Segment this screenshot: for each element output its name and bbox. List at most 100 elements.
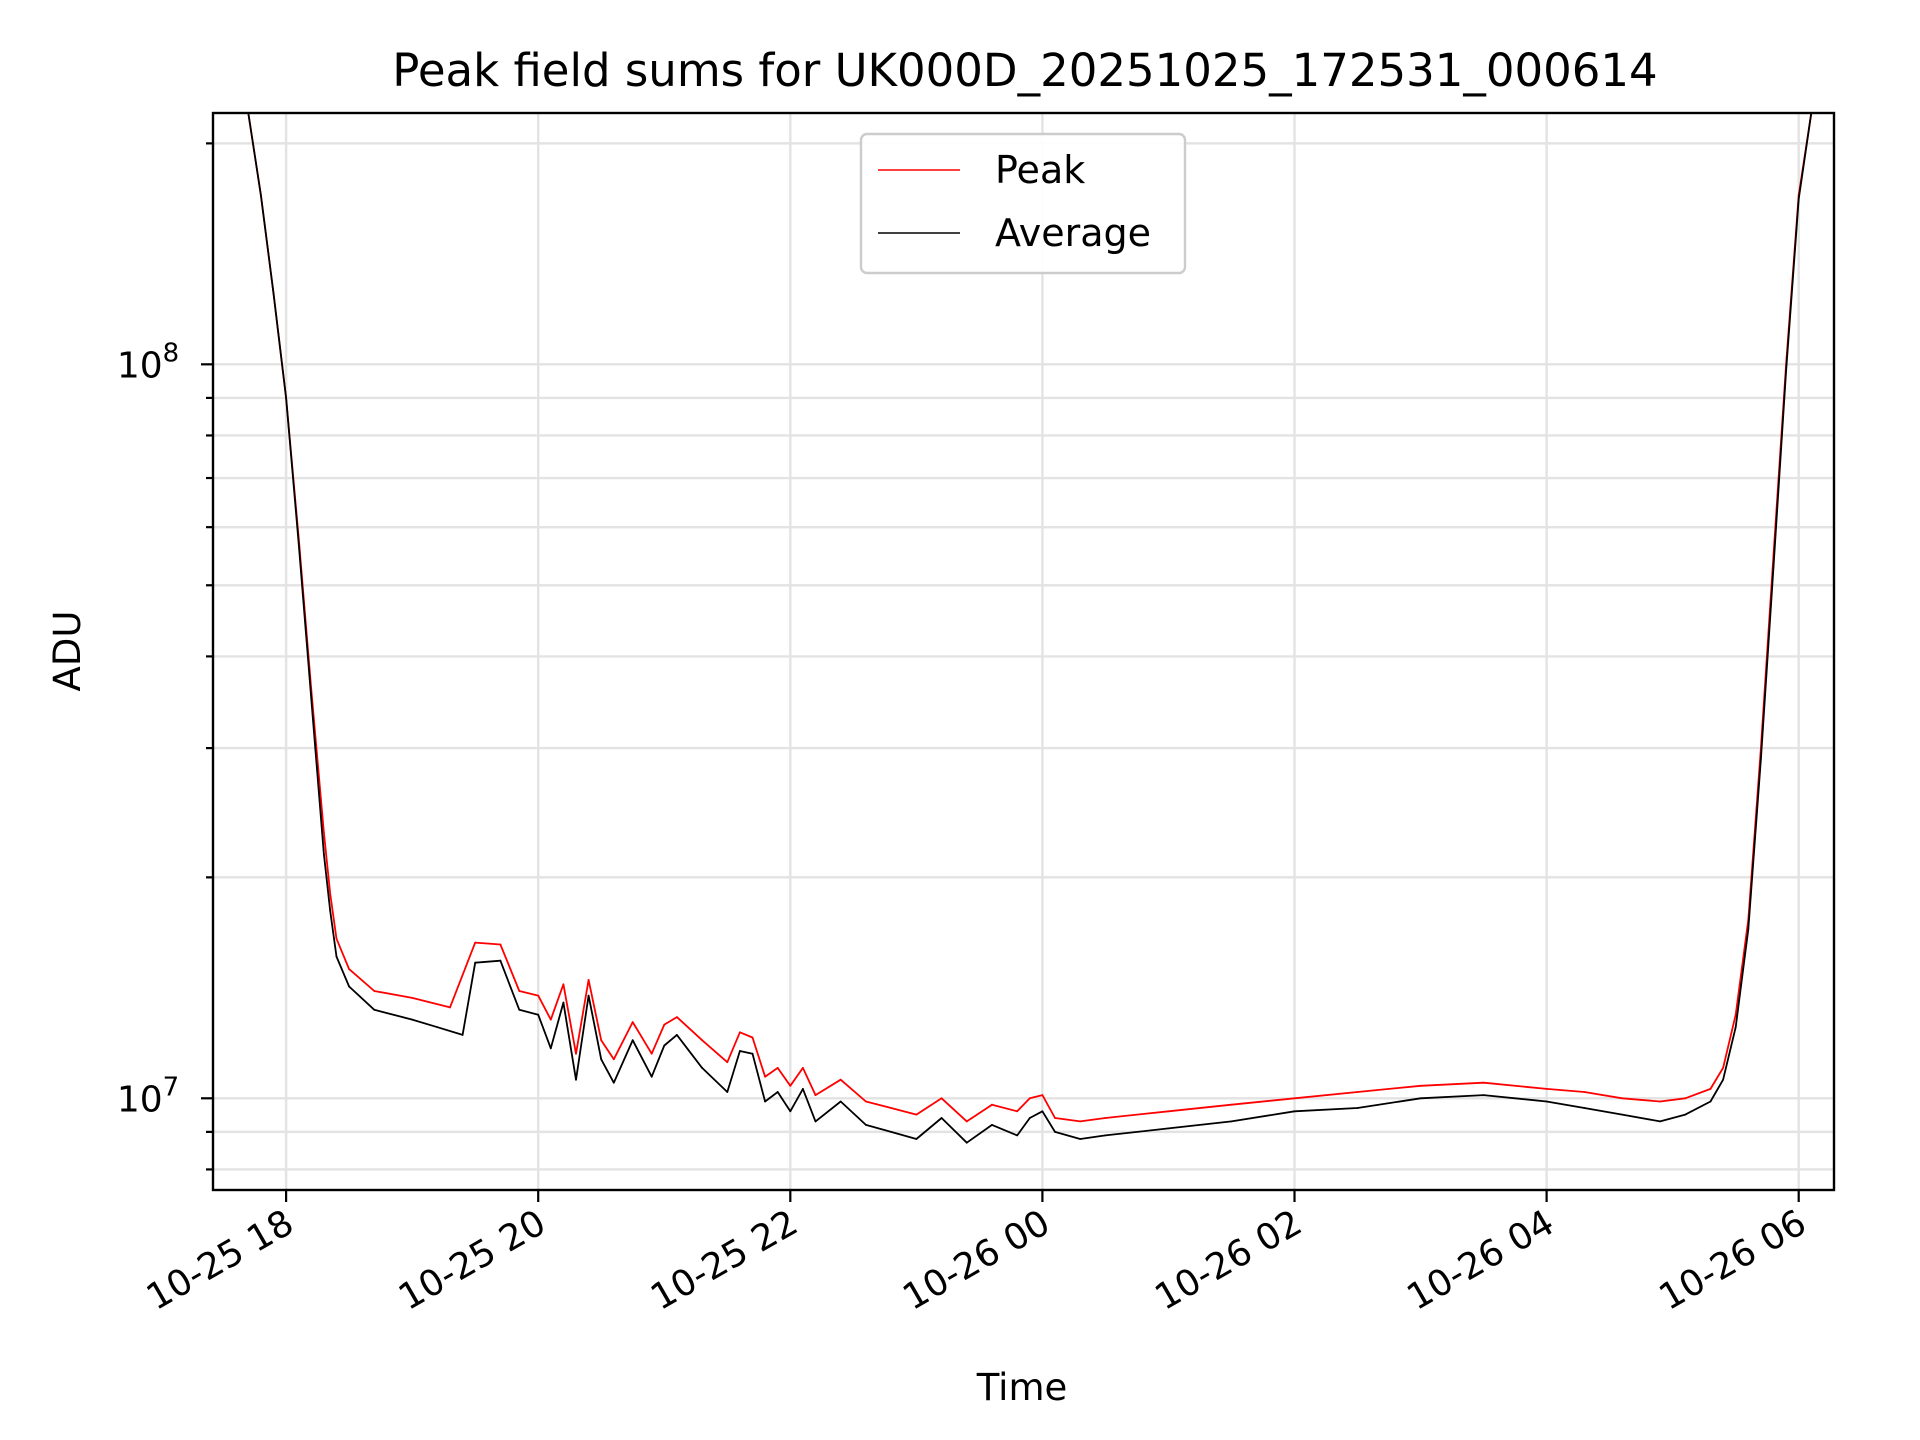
average-point xyxy=(1016,1134,1019,1137)
average-point xyxy=(436,1026,439,1029)
average-point xyxy=(329,910,332,912)
average-point xyxy=(474,961,477,964)
average-point xyxy=(1747,928,1750,931)
peak-point xyxy=(814,1094,817,1096)
peak-point xyxy=(676,1016,678,1018)
average-point xyxy=(411,1018,414,1021)
average-point xyxy=(701,1067,703,1069)
average-point xyxy=(1041,1110,1044,1113)
peak-point xyxy=(802,1067,804,1069)
peak-point xyxy=(991,1103,993,1106)
peak-point xyxy=(1419,1084,1422,1087)
average-point xyxy=(1760,758,1762,760)
average-point xyxy=(1545,1100,1548,1103)
peak-point xyxy=(323,831,325,834)
average-point xyxy=(1482,1094,1485,1096)
peak-point xyxy=(663,1023,666,1026)
average-point xyxy=(1230,1120,1233,1123)
average-point xyxy=(1709,1100,1712,1103)
peak-point xyxy=(474,941,477,944)
peak-point xyxy=(348,968,350,970)
average-point xyxy=(1583,1107,1586,1109)
average-point xyxy=(1772,565,1775,568)
average-point xyxy=(1419,1097,1422,1100)
legend-peak-label: Peak xyxy=(995,148,1085,192)
peak-point xyxy=(329,892,332,895)
peak-point xyxy=(1684,1097,1687,1100)
average-point xyxy=(587,994,590,997)
average-point xyxy=(1797,198,1800,200)
peak-point xyxy=(1722,1067,1724,1069)
peak-point xyxy=(839,1078,842,1081)
peak-point xyxy=(1028,1097,1031,1100)
average-point xyxy=(549,1047,552,1050)
peak-point xyxy=(562,983,565,986)
average-point xyxy=(1079,1138,1082,1140)
peak-point xyxy=(1054,1117,1056,1119)
peak-point xyxy=(1545,1088,1548,1090)
average-point xyxy=(739,1050,741,1052)
peak-point xyxy=(1583,1091,1586,1093)
peak-point xyxy=(764,1075,766,1078)
average-point xyxy=(940,1117,943,1119)
peak-point xyxy=(1079,1120,1082,1123)
average-point xyxy=(991,1124,993,1126)
peak-point xyxy=(1104,1117,1107,1119)
peak-point xyxy=(449,1006,451,1009)
average-point xyxy=(1684,1113,1687,1116)
x-axis-label: Time xyxy=(976,1366,1068,1409)
average-point xyxy=(1722,1078,1724,1081)
peak-point xyxy=(1734,1013,1737,1016)
peak-point xyxy=(1482,1081,1485,1084)
average-point xyxy=(1167,1127,1170,1130)
y-tick-label: 107 xyxy=(117,1072,179,1120)
average-point xyxy=(335,955,338,958)
average-point xyxy=(839,1100,842,1103)
average-point xyxy=(965,1141,968,1144)
chart-title: Peak field sums for UK000D_20251025_1725… xyxy=(392,44,1657,97)
peak-point xyxy=(1041,1094,1044,1096)
average-point xyxy=(1054,1131,1056,1133)
average-point xyxy=(726,1091,729,1093)
average-point xyxy=(865,1124,867,1126)
peak-point xyxy=(726,1061,729,1064)
average-point xyxy=(764,1100,766,1103)
average-point xyxy=(663,1044,666,1047)
peak-point xyxy=(965,1120,968,1123)
peak-point xyxy=(587,979,590,981)
average-point xyxy=(373,1008,376,1011)
average-point xyxy=(1104,1134,1107,1137)
peak-point xyxy=(1016,1110,1019,1113)
legend-average-label: Average xyxy=(995,211,1151,255)
peak-point xyxy=(1709,1088,1712,1090)
average-point xyxy=(518,1008,521,1011)
y-tick-base: 10 xyxy=(117,345,163,386)
peak-point xyxy=(1167,1110,1170,1113)
average-point xyxy=(297,542,300,545)
peak-point xyxy=(631,1021,634,1023)
average-point xyxy=(461,1034,464,1036)
legend-box xyxy=(859,132,1187,275)
average-point xyxy=(631,1039,634,1042)
peak-point xyxy=(1356,1091,1359,1093)
average-point xyxy=(348,985,350,988)
average-point xyxy=(802,1088,804,1090)
peak-point xyxy=(701,1039,703,1042)
average-point xyxy=(1293,1110,1296,1113)
peak-point xyxy=(1659,1100,1661,1103)
peak-point xyxy=(776,1067,779,1069)
peak-point xyxy=(890,1107,892,1109)
y-tick-label: 108 xyxy=(117,338,179,386)
average-point xyxy=(1785,369,1787,372)
average-point xyxy=(1356,1107,1359,1109)
average-point xyxy=(890,1131,892,1133)
y-axis-label: ADU xyxy=(46,611,89,692)
average-point xyxy=(776,1091,779,1093)
peak-point xyxy=(575,1052,577,1055)
y-tick-base: 10 xyxy=(117,1079,163,1120)
average-point xyxy=(612,1081,615,1084)
average-point xyxy=(814,1120,817,1123)
average-point xyxy=(260,194,262,197)
peak-point xyxy=(600,1039,603,1042)
